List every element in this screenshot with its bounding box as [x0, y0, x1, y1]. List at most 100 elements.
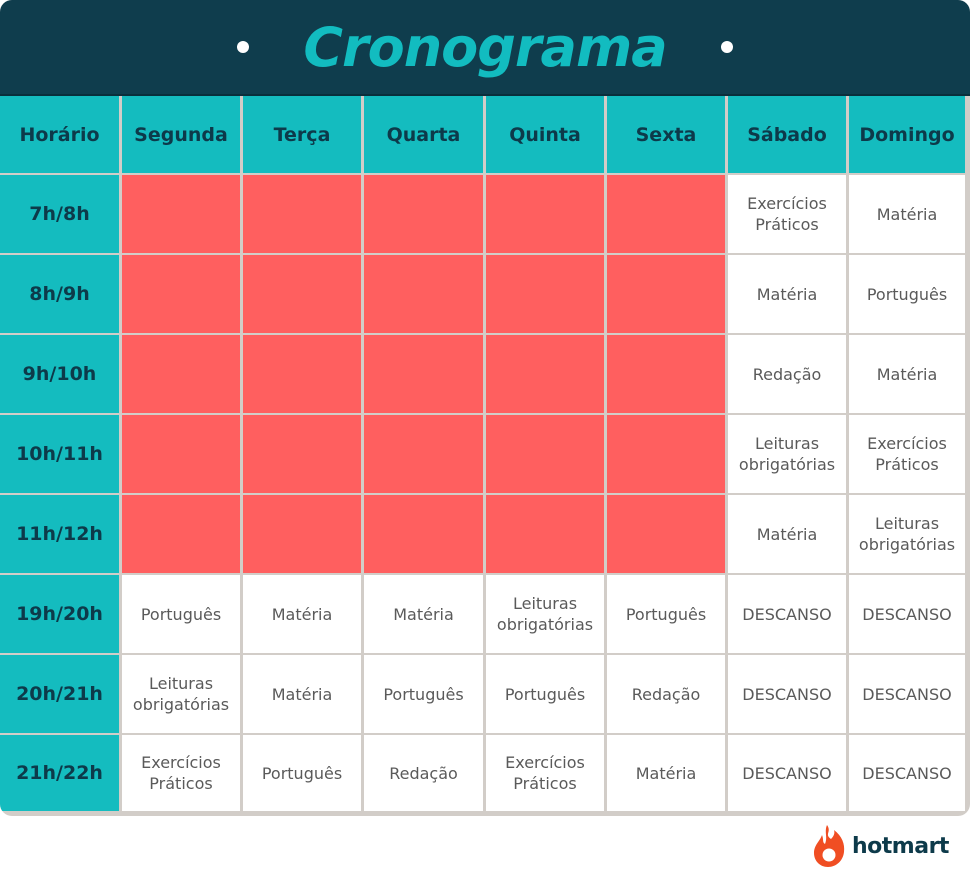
activity-label: Redação	[631, 684, 701, 704]
activity-cell: Exercícios Práticos	[728, 175, 846, 253]
activity-label: Matéria	[635, 763, 697, 783]
busy-slot	[243, 415, 361, 493]
column-header: Sábado	[728, 96, 846, 173]
activity-cell: Redação	[728, 335, 846, 413]
activity-cell: Português	[364, 655, 483, 733]
activity-label: DESCANSO	[742, 684, 832, 704]
time-slot-label: 20h/21h	[0, 655, 119, 733]
time-slot-label: 10h/11h	[0, 415, 119, 493]
busy-slot	[607, 255, 725, 333]
activity-cell: Leituras obrigatórias	[728, 415, 846, 493]
activity-label: Exercícios Práticos	[747, 194, 827, 234]
activity-label: Exercícios Práticos	[867, 434, 947, 474]
activity-label: Exercícios Práticos	[141, 753, 221, 793]
activity-label: DESCANSO	[862, 763, 952, 783]
busy-slot	[486, 495, 604, 573]
activity-cell: DESCANSO	[728, 735, 846, 811]
activity-label: Português	[625, 604, 707, 624]
activity-cell: Exercícios Práticos	[122, 735, 240, 811]
activity-cell: Redação	[607, 655, 725, 733]
activity-cell: Português	[607, 575, 725, 653]
busy-slot	[122, 415, 240, 493]
activity-label: Leituras obrigatórias	[738, 434, 836, 474]
activity-cell: Português	[243, 735, 361, 811]
activity-cell: Leituras obrigatórias	[849, 495, 965, 573]
time-slot-label: 11h/12h	[0, 495, 119, 573]
activity-cell: DESCANSO	[728, 575, 846, 653]
activity-cell: DESCANSO	[728, 655, 846, 733]
busy-slot	[607, 175, 725, 253]
activity-label: Matéria	[393, 604, 454, 624]
activity-cell: Leituras obrigatórias	[122, 655, 240, 733]
bullet-left-icon	[237, 41, 249, 53]
activity-label: Leituras obrigatórias	[858, 514, 956, 554]
activity-cell: Português	[486, 655, 604, 733]
busy-slot	[364, 175, 483, 253]
busy-slot	[122, 255, 240, 333]
activity-label: Português	[140, 604, 222, 624]
activity-label: Matéria	[271, 604, 333, 624]
busy-slot	[364, 255, 483, 333]
busy-slot	[607, 415, 725, 493]
busy-slot	[364, 495, 483, 573]
busy-slot	[364, 335, 483, 413]
busy-slot	[243, 175, 361, 253]
activity-label: Matéria	[876, 204, 938, 224]
busy-slot	[122, 495, 240, 573]
activity-label: Matéria	[271, 684, 333, 704]
column-header: Sexta	[607, 96, 725, 173]
column-header: Horário	[0, 96, 119, 173]
flame-icon	[814, 825, 845, 867]
activity-cell: Matéria	[243, 655, 361, 733]
activity-cell: Matéria	[728, 255, 846, 333]
activity-cell: DESCANSO	[849, 575, 965, 653]
busy-slot	[486, 335, 604, 413]
busy-slot	[486, 255, 604, 333]
activity-label: Redação	[389, 763, 458, 783]
activity-label: Português	[866, 284, 948, 304]
schedule-frame: Cronograma Horário Segunda Terça Quarta Quin…	[0, 0, 970, 816]
activity-label: DESCANSO	[742, 604, 832, 624]
activity-cell: DESCANSO	[849, 655, 965, 733]
busy-slot	[122, 335, 240, 413]
activity-cell: DESCANSO	[849, 735, 965, 811]
busy-slot	[486, 415, 604, 493]
time-slot-label: 21h/22h	[0, 735, 119, 811]
activity-label: Português	[261, 763, 343, 783]
busy-slot	[607, 495, 725, 573]
schedule-table: Horário Segunda Terça Quarta Quinta Sexta Sába…	[0, 96, 970, 814]
activity-cell: Português	[122, 575, 240, 653]
busy-slot	[243, 495, 361, 573]
page-title: Cronograma	[303, 15, 667, 79]
column-header: Quarta	[364, 96, 483, 173]
activity-label: Português	[383, 684, 464, 704]
busy-slot	[364, 415, 483, 493]
activity-label: Matéria	[756, 524, 818, 544]
activity-label: Exercícios Práticos	[505, 753, 585, 793]
activity-cell: Matéria	[364, 575, 483, 653]
activity-cell: Exercícios Práticos	[486, 735, 604, 811]
title-bar: Cronograma	[0, 0, 970, 96]
busy-slot	[243, 255, 361, 333]
busy-slot	[243, 335, 361, 413]
activity-cell: Redação	[364, 735, 483, 811]
activity-cell: Matéria	[607, 735, 725, 811]
column-header: Terça	[243, 96, 361, 173]
bullet-right-icon	[721, 41, 733, 53]
column-header: Segunda	[122, 96, 240, 173]
activity-label: Leituras obrigatórias	[496, 594, 594, 634]
time-slot-label: 19h/20h	[0, 575, 119, 653]
activity-label: DESCANSO	[862, 684, 952, 704]
brand-name: hotmart	[852, 833, 949, 859]
activity-label: Matéria	[756, 284, 818, 304]
brand-logo: hotmart	[812, 823, 949, 869]
activity-label: DESCANSO	[862, 604, 952, 624]
time-slot-label: 7h/8h	[0, 175, 119, 253]
column-header: Quinta	[486, 96, 604, 173]
activity-label: Português	[504, 684, 586, 704]
activity-label: DESCANSO	[742, 763, 832, 783]
activity-cell: Exercícios Práticos	[849, 415, 965, 493]
activity-cell: Matéria	[849, 335, 965, 413]
activity-label: Leituras obrigatórias	[132, 674, 230, 714]
activity-cell: Português	[849, 255, 965, 333]
